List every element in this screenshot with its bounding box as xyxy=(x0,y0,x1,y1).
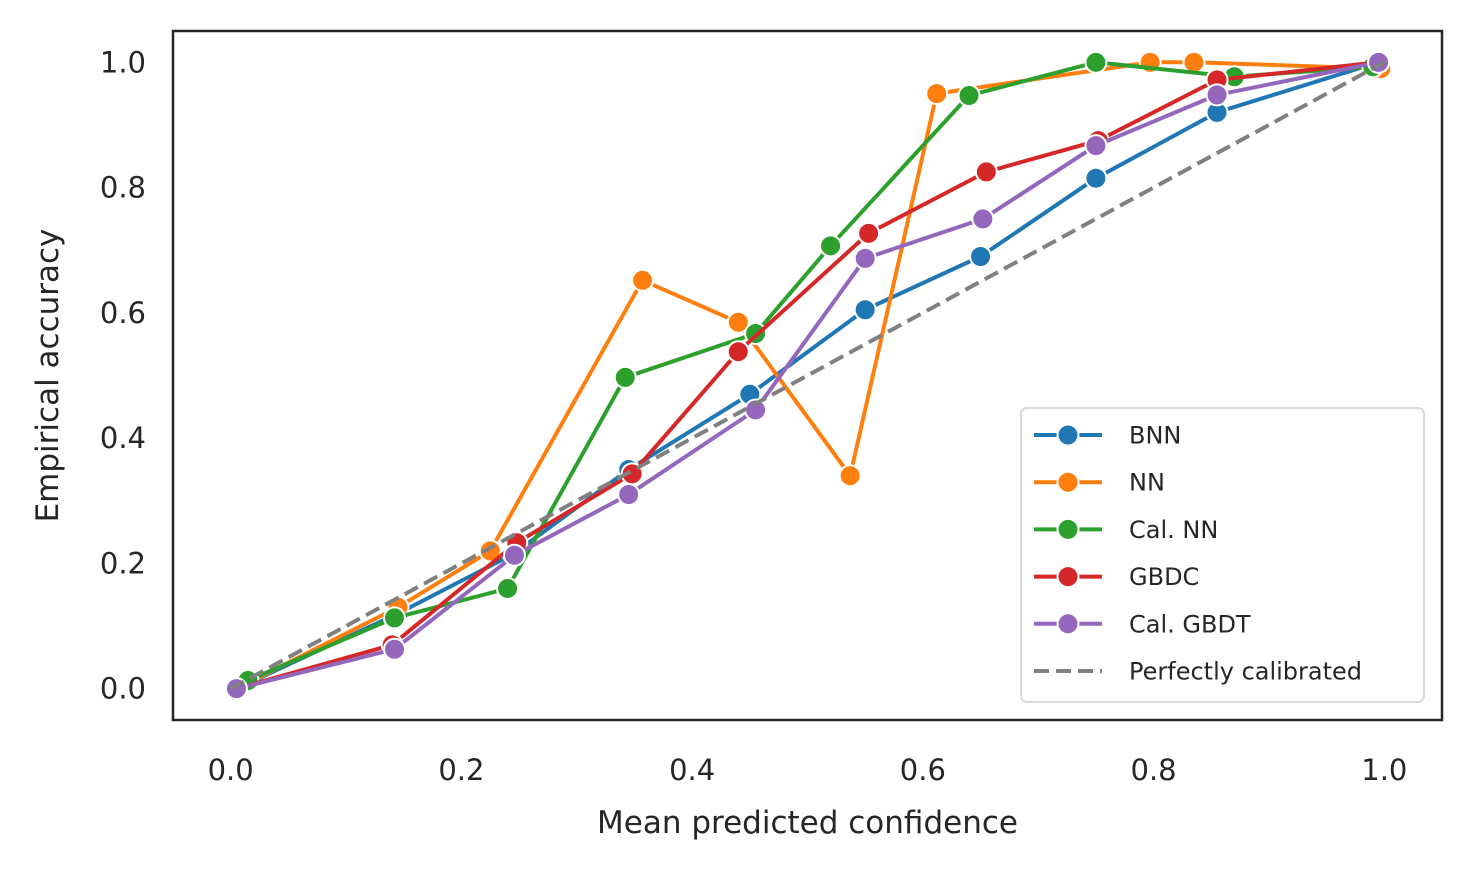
data-point xyxy=(1084,50,1108,74)
series-layer xyxy=(224,50,1393,701)
data-point xyxy=(838,464,862,488)
legend-label: Perfectly calibrated xyxy=(1129,658,1362,686)
data-point xyxy=(1182,50,1206,74)
x-tick-label: 0.0 xyxy=(208,753,254,787)
legend-items: BNN NN Cal. NN GBDC Cal. GBDT Perfectly calib… xyxy=(1034,422,1362,686)
data-point xyxy=(971,207,995,231)
data-point xyxy=(617,483,641,507)
legend-item: GBDC xyxy=(1034,563,1199,591)
legend-swatch-marker xyxy=(1056,423,1080,447)
data-point xyxy=(857,221,881,245)
x-tick-label: 0.8 xyxy=(1131,753,1177,787)
legend-item: Cal. GBDT xyxy=(1034,610,1251,638)
legend-swatch-marker xyxy=(1056,517,1080,541)
data-point xyxy=(974,160,998,184)
data-point xyxy=(224,677,248,701)
x-axis-ticks: 0.0 0.2 0.4 0.6 0.8 1.0 xyxy=(208,753,1408,787)
data-point xyxy=(853,298,877,322)
data-point xyxy=(819,234,843,258)
data-point xyxy=(853,246,877,270)
legend-label: NN xyxy=(1129,469,1165,497)
data-point xyxy=(382,606,406,630)
y-tick-label: 0.6 xyxy=(100,296,146,330)
legend-label: GBDC xyxy=(1129,563,1199,591)
y-tick-label: 0.4 xyxy=(100,421,146,455)
legend-swatch-marker xyxy=(1056,565,1080,589)
data-point xyxy=(726,310,750,334)
y-tick-label: 0.2 xyxy=(100,546,146,580)
legend: BNN NN Cal. NN GBDC Cal. GBDT Perfectly calib… xyxy=(1020,407,1425,703)
x-tick-label: 1.0 xyxy=(1361,753,1407,787)
series-line xyxy=(235,60,1381,691)
y-tick-label: 0.8 xyxy=(100,171,146,205)
legend-item: BNN xyxy=(1034,422,1181,450)
data-point xyxy=(1084,166,1108,190)
plot-frame xyxy=(171,29,1444,722)
x-tick-label: 0.4 xyxy=(669,753,715,787)
legend-swatch-marker xyxy=(1056,612,1080,636)
y-axis-label: Empirical accuracy xyxy=(30,229,66,523)
data-point xyxy=(969,244,993,268)
data-point xyxy=(631,268,655,292)
series-line xyxy=(235,60,1379,691)
legend-swatch-marker xyxy=(1056,470,1080,494)
legend-item: NN xyxy=(1034,469,1165,497)
series-line xyxy=(235,60,1379,691)
x-tick-label: 0.2 xyxy=(438,753,484,787)
data-point xyxy=(496,576,520,600)
legend-label: Cal. NN xyxy=(1129,516,1218,544)
data-point xyxy=(613,365,637,389)
data-point xyxy=(1084,134,1108,158)
data-point xyxy=(1205,83,1229,107)
y-tick-label: 0.0 xyxy=(100,672,146,706)
legend-box xyxy=(1020,407,1425,703)
legend-item: Perfectly calibrated xyxy=(1034,658,1362,686)
data-point xyxy=(957,84,981,108)
y-tick-label: 1.0 xyxy=(100,45,146,79)
legend-label: BNN xyxy=(1129,422,1181,450)
x-axis-label: Mean predicted confidence xyxy=(597,805,1018,841)
series-line xyxy=(235,60,1380,691)
x-tick-label: 0.6 xyxy=(900,753,946,787)
legend-label: Cal. GBDT xyxy=(1129,610,1251,638)
legend-item: Cal. NN xyxy=(1034,516,1218,544)
data-point xyxy=(502,543,526,567)
data-point xyxy=(1367,50,1391,74)
y-axis-ticks: 0.0 0.2 0.4 0.6 0.8 1.0 xyxy=(100,45,146,705)
data-point xyxy=(382,637,406,661)
data-point xyxy=(925,82,949,106)
series-cal-gbdt xyxy=(224,50,1391,701)
data-point xyxy=(726,340,750,364)
